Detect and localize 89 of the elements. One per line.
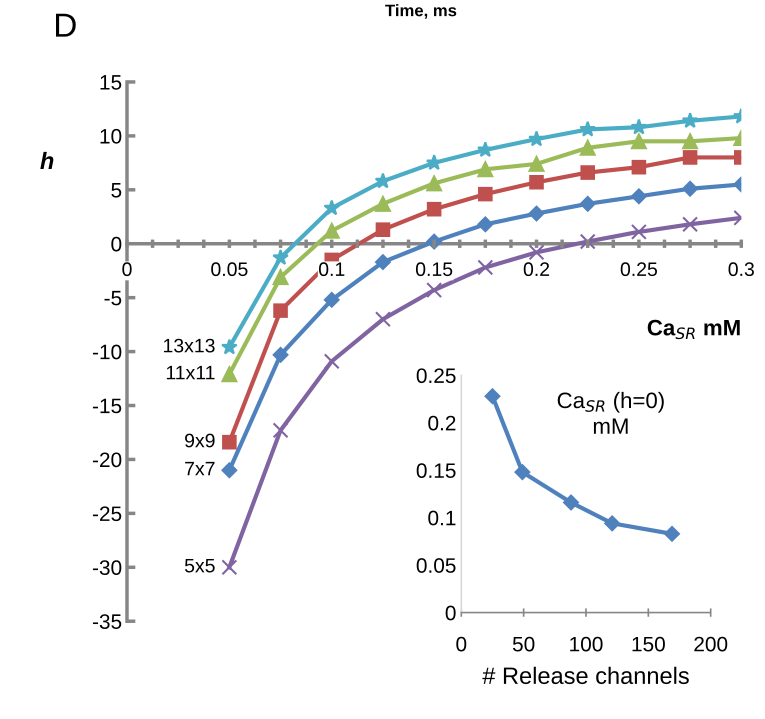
point (323, 199, 340, 216)
x-tick-label: 200 (694, 636, 728, 652)
point (580, 196, 596, 212)
point (682, 112, 698, 128)
point (580, 234, 596, 250)
point (272, 249, 289, 265)
point (222, 434, 237, 450)
point (221, 338, 238, 354)
y-tick-label: -35 (92, 614, 122, 629)
point (664, 526, 680, 542)
y-tick-label: 0.15 (416, 463, 456, 478)
point (484, 388, 500, 404)
point (682, 216, 698, 232)
y-tick-label: -15 (92, 398, 122, 414)
x-tick-label: 100 (570, 636, 603, 652)
point (272, 269, 289, 286)
point (324, 353, 340, 370)
text: D (56, 14, 76, 37)
x-tick-label: 0.1 (319, 262, 344, 276)
x-tick-label: 0.2 (524, 262, 550, 276)
series-label: 9x9 (185, 434, 215, 448)
y-tick-label: 15 (100, 75, 122, 90)
point (324, 292, 340, 308)
x-tick-label: 150 (632, 636, 665, 652)
point (477, 161, 494, 178)
point (580, 140, 596, 156)
point (604, 515, 620, 532)
point (477, 216, 494, 232)
x-tick-label: 0.3 (728, 262, 754, 276)
x-axis-title: Ca$_{SR}$ mM (648, 320, 740, 340)
point (630, 118, 648, 134)
point (426, 202, 442, 217)
y-tick-label: 5 (111, 183, 122, 198)
point (221, 462, 238, 478)
point (632, 160, 646, 174)
y-tick-label: 0.2 (428, 416, 456, 431)
y-axis-title: h (40, 152, 54, 169)
point (426, 282, 442, 298)
y-tick-label: -20 (92, 452, 122, 468)
y-tick-label: 0.25 (416, 368, 456, 384)
point (374, 196, 391, 212)
point (374, 311, 391, 328)
point (580, 165, 596, 180)
y-tick-label: 10 (100, 128, 122, 144)
x-tick-label: 0 (456, 636, 466, 652)
point (682, 133, 698, 150)
series-label: 11x11 (166, 366, 215, 380)
y-tick-label: 0.05 (416, 558, 456, 573)
y-tick-label: -5 (104, 290, 122, 306)
text: Ca$_{SR}$ (h=0) mM (558, 392, 664, 434)
point (376, 222, 390, 238)
y-tick-label: -10 (92, 344, 122, 360)
point (221, 559, 238, 576)
point (630, 133, 647, 150)
x-tick-label: 0 (122, 262, 132, 276)
series-label: 5x5 (184, 558, 215, 573)
series-label: 13x13 (164, 338, 215, 352)
point (682, 180, 698, 197)
point (477, 259, 494, 276)
point (324, 222, 340, 239)
point (528, 156, 545, 172)
point (682, 150, 698, 165)
x-tick-label: 0.05 (211, 262, 248, 276)
point (630, 188, 647, 204)
point (375, 254, 391, 270)
y-tick-label: -25 (92, 506, 122, 522)
point (630, 224, 647, 240)
point (563, 494, 579, 510)
point (273, 303, 288, 318)
y-tick-label: 0 (111, 236, 122, 252)
point (528, 130, 545, 146)
point (528, 244, 545, 260)
point (514, 464, 530, 480)
point (221, 366, 238, 382)
y-tick-label: 0.1 (428, 510, 456, 526)
point (529, 174, 544, 190)
series-label: 7x7 (185, 462, 215, 476)
y-tick-label: -30 (92, 560, 122, 576)
point (272, 346, 288, 363)
x-tick-label: 50 (512, 636, 534, 652)
point (272, 422, 289, 438)
x-tick-label: 0.25 (620, 262, 658, 276)
text: Time, ms (385, 4, 456, 19)
point (478, 186, 493, 202)
point (579, 120, 596, 137)
point (426, 175, 442, 192)
x-axis-title: # Release channels (482, 666, 689, 684)
point (528, 206, 544, 222)
y-tick-label: 0 (446, 606, 456, 620)
